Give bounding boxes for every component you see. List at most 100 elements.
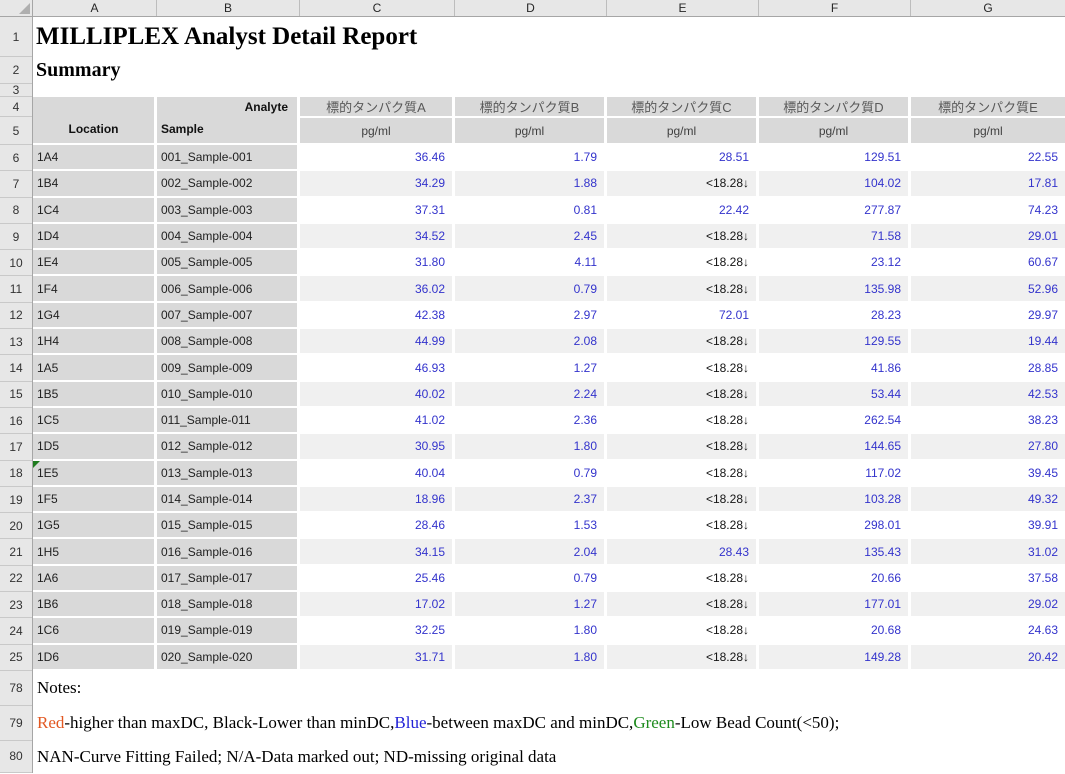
value-cell[interactable]: 2.37 [455,486,607,514]
value-cell[interactable]: 72.01 [607,302,759,330]
row-header-18[interactable]: 18 [0,461,32,487]
row-header-1[interactable]: 1 [0,17,32,57]
value-cell[interactable]: 1.53 [455,513,607,540]
value-cell[interactable]: 22.42 [607,197,759,224]
row-header-6[interactable]: 6 [0,145,32,172]
sample-cell[interactable]: 017_Sample-017 [157,565,300,593]
sample-cell[interactable]: 008_Sample-008 [157,329,300,356]
row-header-4[interactable]: 4 [0,97,32,117]
location-cell[interactable]: 1A5 [33,355,157,382]
value-cell[interactable]: <18.28↓ [607,276,759,303]
row-header-8[interactable]: 8 [0,198,32,224]
value-cell[interactable]: 37.31 [300,197,455,224]
value-cell[interactable]: 135.98 [759,276,911,303]
value-cell[interactable]: 298.01 [759,513,911,540]
value-cell[interactable]: 17.02 [300,592,455,619]
value-cell[interactable]: 34.15 [300,539,455,566]
sample-cell[interactable]: 016_Sample-016 [157,539,300,566]
value-cell[interactable]: 52.96 [911,276,1065,303]
value-cell[interactable]: 1.80 [455,618,607,645]
value-cell[interactable]: 42.53 [911,381,1065,408]
value-cell[interactable]: 149.28 [759,644,911,671]
value-cell[interactable]: <18.28↓ [607,434,759,461]
notes-row[interactable]: Notes: [33,671,1065,706]
row-header-10[interactable]: 10 [0,250,32,277]
row-header-2[interactable]: 2 [0,57,32,84]
sample-cell[interactable]: 015_Sample-015 [157,513,300,540]
value-cell[interactable]: 1.79 [455,145,607,172]
header-cell-analyte-4[interactable]: 標的タンパク質D pg/ml [759,97,911,145]
location-cell[interactable]: 1G4 [33,302,157,330]
sample-cell[interactable]: 013_Sample-013 [157,460,300,487]
value-cell[interactable]: 0.79 [455,565,607,593]
row-header-22[interactable]: 22 [0,566,32,593]
abbreviations-row[interactable]: NAN-Curve Fitting Failed; N/A-Data marke… [33,741,1065,773]
row-header-12[interactable]: 12 [0,303,32,330]
value-cell[interactable]: <18.28↓ [607,618,759,645]
value-cell[interactable]: 144.65 [759,434,911,461]
value-cell[interactable]: 0.81 [455,197,607,224]
value-cell[interactable]: 2.08 [455,329,607,356]
value-cell[interactable]: 277.87 [759,197,911,224]
value-cell[interactable]: <18.28↓ [607,486,759,514]
location-cell[interactable]: 1A4 [33,145,157,172]
value-cell[interactable]: 31.02 [911,539,1065,566]
sample-cell[interactable]: 014_Sample-014 [157,486,300,514]
value-cell[interactable]: 17.81 [911,171,1065,198]
location-cell[interactable]: 1B6 [33,592,157,619]
sample-cell[interactable]: 004_Sample-004 [157,223,300,251]
select-all-corner[interactable] [0,0,33,16]
sample-cell[interactable]: 010_Sample-010 [157,381,300,408]
value-cell[interactable]: 25.46 [300,565,455,593]
value-cell[interactable]: 20.68 [759,618,911,645]
header-cell-analyte-1[interactable]: 標的タンパク質A pg/ml [300,97,455,145]
value-cell[interactable]: 104.02 [759,171,911,198]
value-cell[interactable]: 34.29 [300,171,455,198]
value-cell[interactable]: <18.28↓ [607,171,759,198]
value-cell[interactable]: 23.12 [759,250,911,277]
location-cell[interactable]: 1B4 [33,171,157,198]
value-cell[interactable]: 24.63 [911,618,1065,645]
value-cell[interactable]: 262.54 [759,407,911,435]
value-cell[interactable]: 36.46 [300,145,455,172]
value-cell[interactable]: 60.67 [911,250,1065,277]
row-header-15[interactable]: 15 [0,382,32,408]
location-cell[interactable]: 1H5 [33,539,157,566]
value-cell[interactable]: 2.45 [455,223,607,251]
value-cell[interactable]: 2.24 [455,381,607,408]
value-cell[interactable]: 1.80 [455,644,607,671]
sample-cell[interactable]: 001_Sample-001 [157,145,300,172]
location-cell[interactable]: 1G5 [33,513,157,540]
column-header-C[interactable]: C [300,0,455,16]
value-cell[interactable]: 2.04 [455,539,607,566]
row-header-5[interactable]: 5 [0,117,32,145]
row-header-7[interactable]: 7 [0,171,32,198]
sample-cell[interactable]: 018_Sample-018 [157,592,300,619]
header-cell-location[interactable]: Location [33,97,157,145]
column-header-D[interactable]: D [455,0,607,16]
value-cell[interactable]: 39.91 [911,513,1065,540]
value-cell[interactable]: 29.97 [911,302,1065,330]
value-cell[interactable]: 1.27 [455,355,607,382]
location-cell[interactable]: 1B5 [33,381,157,408]
column-header-B[interactable]: B [157,0,300,16]
location-cell[interactable]: 1D4 [33,223,157,251]
value-cell[interactable]: <18.28↓ [607,644,759,671]
legend-row[interactable]: Red -higher than maxDC, Black-Lower than … [33,706,1065,741]
value-cell[interactable]: 27.80 [911,434,1065,461]
value-cell[interactable]: 38.23 [911,407,1065,435]
value-cell[interactable]: 31.80 [300,250,455,277]
value-cell[interactable]: 1.88 [455,171,607,198]
header-cell-analyte-2[interactable]: 標的タンパク質B pg/ml [455,97,607,145]
value-cell[interactable]: 41.02 [300,407,455,435]
sample-cell[interactable]: 007_Sample-007 [157,302,300,330]
value-cell[interactable]: 1.80 [455,434,607,461]
value-cell[interactable]: <18.28↓ [607,355,759,382]
value-cell[interactable]: <18.28↓ [607,592,759,619]
value-cell[interactable]: <18.28↓ [607,250,759,277]
value-cell[interactable]: 177.01 [759,592,911,619]
value-cell[interactable]: 135.43 [759,539,911,566]
column-header-E[interactable]: E [607,0,759,16]
value-cell[interactable]: <18.28↓ [607,381,759,408]
value-cell[interactable]: 20.42 [911,644,1065,671]
